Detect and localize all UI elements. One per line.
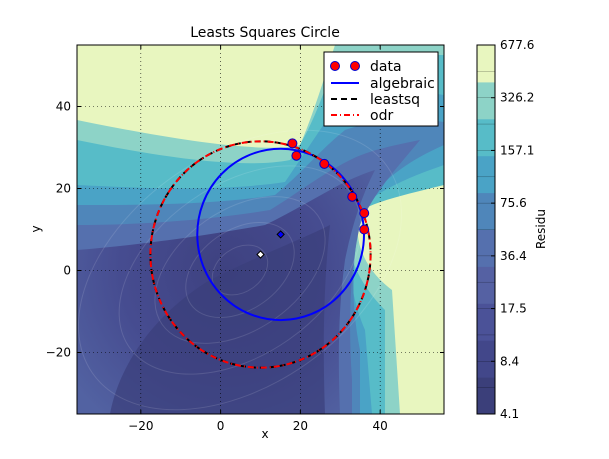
- x-tick-label-0: −20: [128, 419, 153, 433]
- data-point-2: [347, 191, 358, 202]
- colorbar-band-7: [477, 118, 495, 157]
- legend-label-algebraic: algebraic: [370, 76, 435, 92]
- x-axis-label: x: [261, 427, 268, 441]
- colorbar-band-6: [477, 155, 495, 194]
- center-marker-leastsq: [256, 250, 265, 259]
- legend-entry-odr: odr: [331, 108, 393, 124]
- x-axis: −20 0 20 40: [128, 45, 388, 433]
- colorbar-tick-label-3: 75.6: [500, 196, 527, 210]
- colorbar-label: Residu: [534, 209, 548, 249]
- colorbar-tick-label-5: 17.5: [500, 302, 527, 316]
- legend-label-leastsq: leastsq: [370, 92, 420, 108]
- y-tick-label-2: 20: [56, 182, 71, 196]
- x-tick-label-1: 0: [217, 419, 225, 433]
- legend-marker-1: [330, 61, 340, 71]
- legend-entry-data: data: [330, 59, 402, 75]
- plot-frame: [76, 44, 445, 415]
- colorbar-band-3: [477, 266, 495, 304]
- colorbar-tick-label-7: 4.1: [500, 407, 519, 421]
- y-tick-label-3: 40: [56, 100, 71, 114]
- legend-entry-algebraic: algebraic: [331, 76, 435, 92]
- legend-label-data: data: [370, 59, 402, 75]
- legend-label-odr: odr: [370, 108, 393, 124]
- center-marker-algebraic: [276, 230, 285, 239]
- y-axis: −20 0 20 40: [46, 100, 444, 360]
- colorbar-band-4: [477, 229, 495, 267]
- data-points: [287, 138, 370, 235]
- colorbar: 677.6 326.2 157.1 75.6 36.4 17.5 8.4 4.1 Residu: [476, 38, 548, 421]
- data-point-4: [291, 150, 302, 161]
- data-point-0: [359, 208, 370, 219]
- y-tick-label-0: −20: [46, 346, 71, 360]
- y-axis-label: y: [29, 225, 43, 232]
- legend-marker-2: [350, 61, 360, 71]
- colorbar-ticks: 677.6 326.2 157.1 75.6 36.4 17.5 8.4 4.1: [477, 38, 534, 421]
- chart-title: Leasts Squares Circle: [190, 25, 340, 41]
- colorbar-bands: [477, 45, 495, 415]
- colorbar-tick-label-2: 157.1: [500, 143, 534, 157]
- colorbar-tick-label-6: 8.4: [500, 354, 519, 368]
- colorbar-band-1: [477, 340, 495, 378]
- colorbar-band-2: [477, 303, 495, 341]
- x-tick-label-3: 40: [373, 419, 388, 433]
- colorbar-band-9: [477, 45, 495, 83]
- legend: data algebraic leastsq odr: [323, 51, 439, 127]
- data-point-3: [319, 158, 330, 169]
- colorbar-tick-label-4: 36.4: [500, 249, 527, 263]
- colorbar-band-8: [477, 81, 495, 120]
- grid-lines: [77, 45, 444, 414]
- data-point-5: [287, 138, 298, 149]
- data-point-1: [359, 224, 370, 235]
- legend-box: [323, 51, 439, 127]
- colorbar-band-0: [477, 377, 495, 415]
- fit-circle-odr: [149, 140, 372, 369]
- x-tick-label-2: 20: [293, 419, 308, 433]
- colorbar-tick-label-0: 677.6: [500, 38, 534, 52]
- colorbar-band-5: [477, 192, 495, 230]
- legend-entry-leastsq: leastsq: [331, 92, 420, 108]
- y-tick-label-1: 0: [63, 264, 71, 278]
- colorbar-tick-label-1: 326.2: [500, 91, 534, 105]
